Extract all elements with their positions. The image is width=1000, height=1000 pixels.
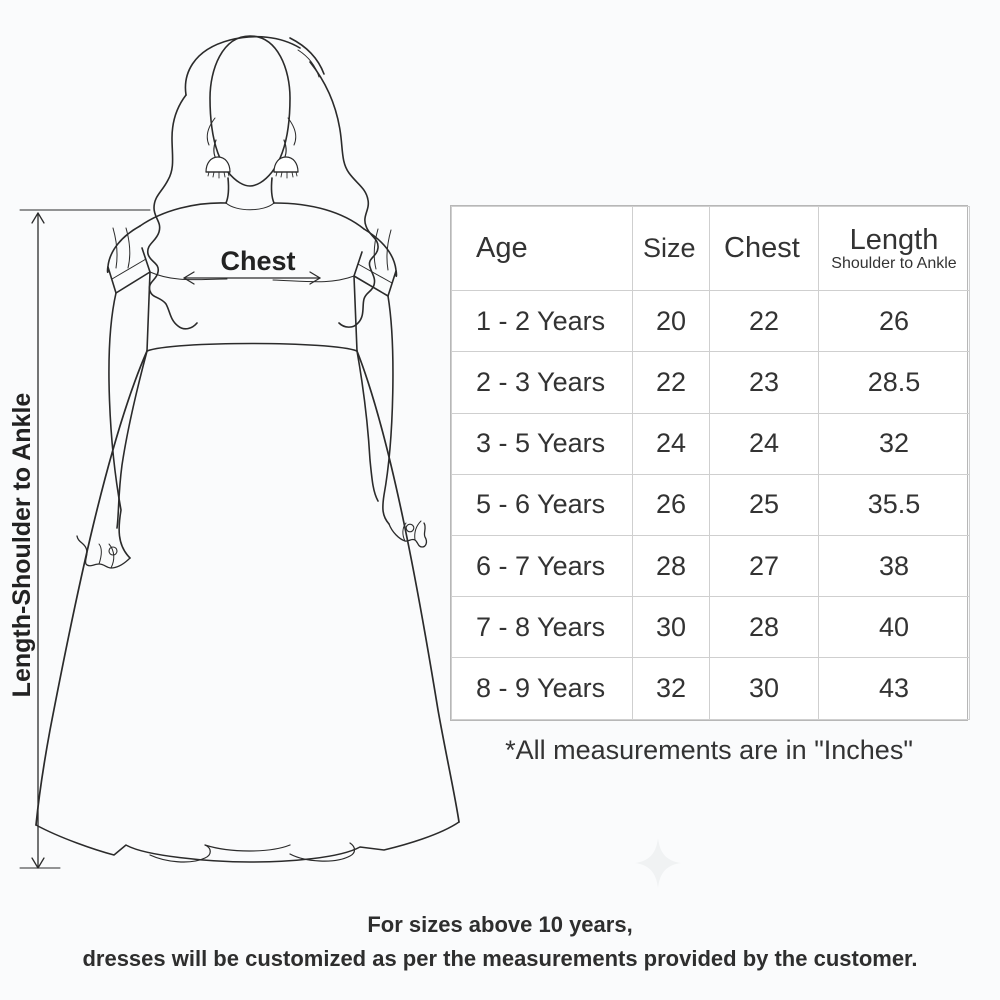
svg-text:Length-Shoulder to Ankle: Length-Shoulder to Ankle xyxy=(8,393,36,698)
svg-text:Chest: Chest xyxy=(220,246,295,276)
